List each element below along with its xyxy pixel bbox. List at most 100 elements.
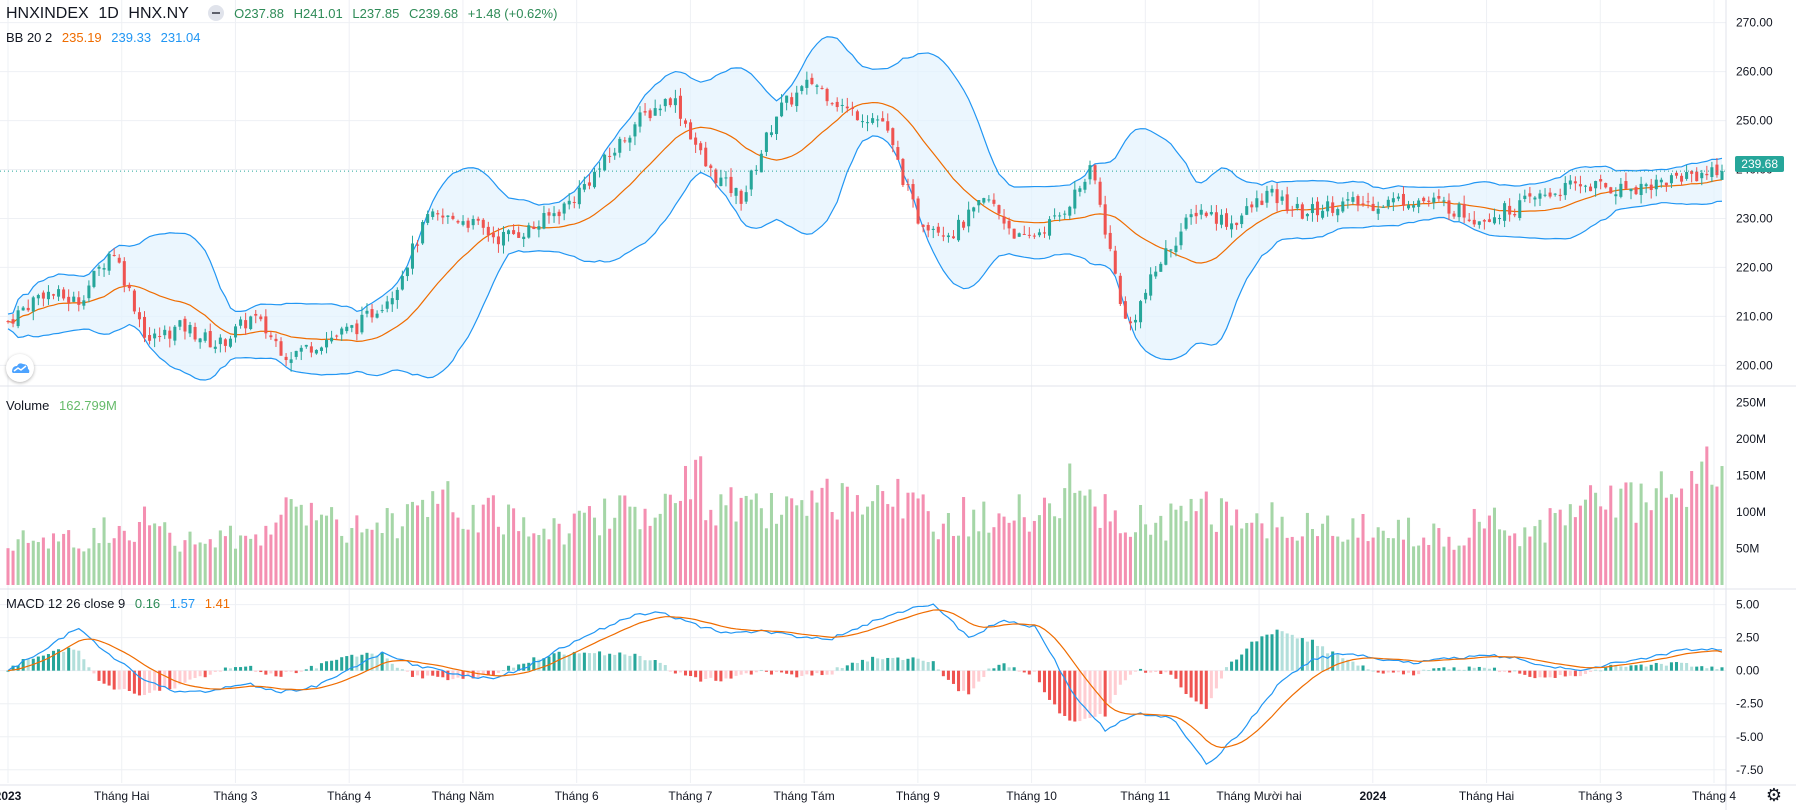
macd-hist-bar: [603, 655, 607, 671]
candle-body: [1194, 212, 1198, 217]
candle-body: [1710, 167, 1714, 177]
volume-bar: [527, 536, 531, 585]
macd-hist-bar: [249, 665, 253, 671]
volume-bar: [1629, 482, 1633, 585]
macd-hist-bar: [1361, 665, 1365, 671]
candle-body: [1285, 194, 1289, 212]
volume-bar: [1472, 508, 1476, 585]
volume-bar: [314, 520, 318, 585]
volume-bar: [486, 497, 490, 585]
macd-hist-bar: [931, 661, 935, 671]
volume-legend[interactable]: Volume 162.799M: [6, 398, 123, 414]
macd-hist-bar: [1705, 668, 1709, 671]
macd-hist-bar: [72, 649, 76, 671]
price-tick-label: 250.00: [1736, 114, 1773, 128]
volume-bar: [1599, 506, 1603, 585]
volume-bar: [1230, 525, 1234, 585]
volume-bar: [1437, 528, 1441, 585]
macd-hist-bar: [1442, 667, 1446, 671]
volume-bar: [714, 525, 718, 585]
candle-body: [1078, 188, 1082, 192]
macd-hist-bar: [1209, 670, 1213, 699]
volume-bar: [1492, 507, 1496, 585]
candle-body: [41, 292, 45, 299]
volume-bar: [1341, 541, 1345, 585]
volume-bar: [613, 517, 617, 585]
volume-bar: [456, 517, 460, 585]
volume-bar: [532, 533, 536, 585]
candle-body: [496, 236, 500, 245]
candle-body: [304, 344, 308, 347]
candle-body: [820, 87, 824, 89]
macd-hist-bar: [1048, 670, 1052, 700]
volume-bar: [1376, 527, 1380, 585]
volume-bar: [1063, 488, 1067, 585]
macd-hist-bar: [896, 657, 900, 671]
candle-body: [754, 169, 758, 171]
tradingview-cloud-icon[interactable]: [6, 354, 34, 382]
volume-bar: [967, 536, 971, 585]
candle-body: [416, 244, 420, 246]
macd-hist-bar: [926, 662, 930, 671]
volume-bar: [1032, 520, 1036, 585]
candle-body: [421, 221, 425, 244]
volume-bar: [1144, 524, 1148, 585]
volume-bar: [678, 500, 682, 585]
macd-hist-bar: [1715, 669, 1719, 671]
volume-bar: [1503, 530, 1507, 585]
macd-hist-bar: [522, 663, 526, 671]
price-tick-label: 200.00: [1736, 358, 1773, 372]
candle-body: [769, 132, 773, 136]
candle-body: [1407, 204, 1411, 209]
macd-hist-bar: [694, 670, 698, 678]
volume-bar: [325, 515, 329, 585]
candle-body: [1336, 209, 1340, 216]
bb-legend[interactable]: BB 20 2 235.19 239.33 231.04: [6, 30, 206, 46]
volume-bar: [1674, 497, 1679, 585]
macd-hist-bar: [830, 670, 834, 675]
volume-bar: [567, 533, 571, 585]
volume-bar: [370, 529, 374, 585]
symbol-name[interactable]: HNXINDEX: [6, 5, 89, 22]
gear-icon[interactable]: ⚙: [1765, 785, 1782, 805]
candle-body: [699, 143, 703, 151]
volume-bar: [936, 539, 940, 585]
candle-body: [279, 341, 283, 356]
candle-body: [658, 108, 662, 111]
candle-body: [1063, 213, 1067, 215]
candle-body: [21, 307, 25, 311]
macd-hist-bar: [780, 670, 784, 673]
candle-body: [1189, 214, 1193, 218]
macd-hist-bar: [436, 670, 440, 677]
volume-bar: [259, 545, 263, 585]
interval-label[interactable]: 1D: [98, 5, 119, 22]
volume-bar: [1583, 499, 1588, 585]
candle-body: [1103, 204, 1107, 235]
candle-body: [532, 226, 536, 230]
macd-hist-bar: [137, 670, 141, 696]
macd-signal-value: 1.41: [204, 596, 231, 611]
candle-body: [153, 333, 157, 339]
volume-bar: [1700, 461, 1704, 585]
macd-hist-bar: [1523, 670, 1527, 675]
candle-body: [1386, 199, 1390, 207]
candle-body: [653, 108, 657, 116]
minus-button-icon[interactable]: [208, 5, 225, 21]
candle-body: [350, 325, 354, 328]
macd-legend[interactable]: MACD 12 26 close 9 0.16 1.57 1.41: [6, 596, 236, 612]
macd-hist-bar: [1609, 664, 1613, 671]
macd-hist-bar: [911, 657, 915, 671]
macd-hist-bar: [542, 658, 546, 671]
candle-body: [825, 88, 829, 102]
volume-bar: [547, 539, 551, 585]
volume-bar: [992, 527, 996, 585]
macd-hist-bar: [1599, 670, 1603, 672]
macd-hist-bar: [1492, 667, 1496, 671]
volume-tick-label: 200M: [1736, 432, 1766, 446]
volume-bar: [744, 495, 748, 585]
volume-bar: [1381, 530, 1385, 585]
volume-bar: [840, 483, 844, 585]
macd-hist-bar: [775, 670, 779, 673]
candle-body: [694, 137, 698, 145]
